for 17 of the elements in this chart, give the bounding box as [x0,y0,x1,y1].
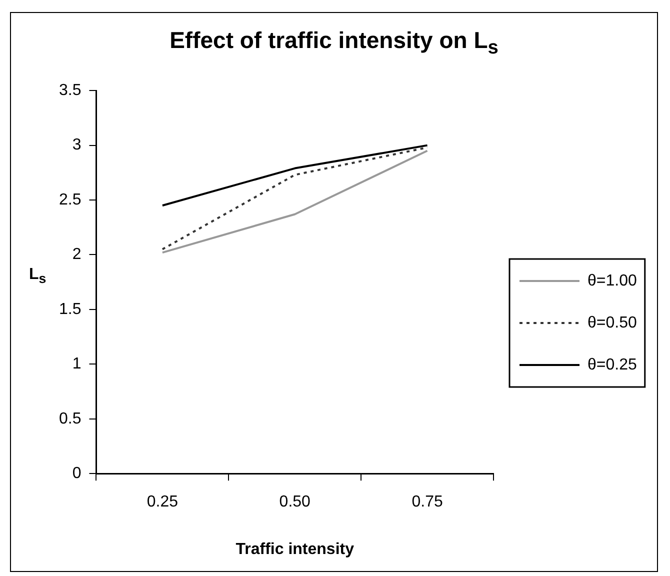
y-tick-label: 3.5 [58,82,82,100]
y-tick-label: 0.5 [58,410,82,428]
x-tick-label: 0.75 [412,494,443,511]
legend-label: θ=0.50 [588,314,637,332]
chart-title: Effect of traffic intensity on L$_{s}$ [168,27,500,60]
y-tick-label: 0 [72,465,82,482]
y-tick-label: 3 [72,136,82,154]
x-tick-label: 0.50 [279,494,311,511]
y-axis-title: L$_{s}$ [29,266,46,286]
y-tick-label: 2 [72,246,82,264]
y-tick-label: 2.5 [58,191,82,208]
legend-label: θ=0.25 [588,356,637,374]
y-tick-label: 1 [72,356,82,373]
x-tick-label: 0.25 [146,494,178,511]
legend-label: θ=1.00 [588,272,637,290]
x-axis-title: Traffic intensity [236,540,354,558]
y-tick-label: 1.5 [58,300,82,318]
